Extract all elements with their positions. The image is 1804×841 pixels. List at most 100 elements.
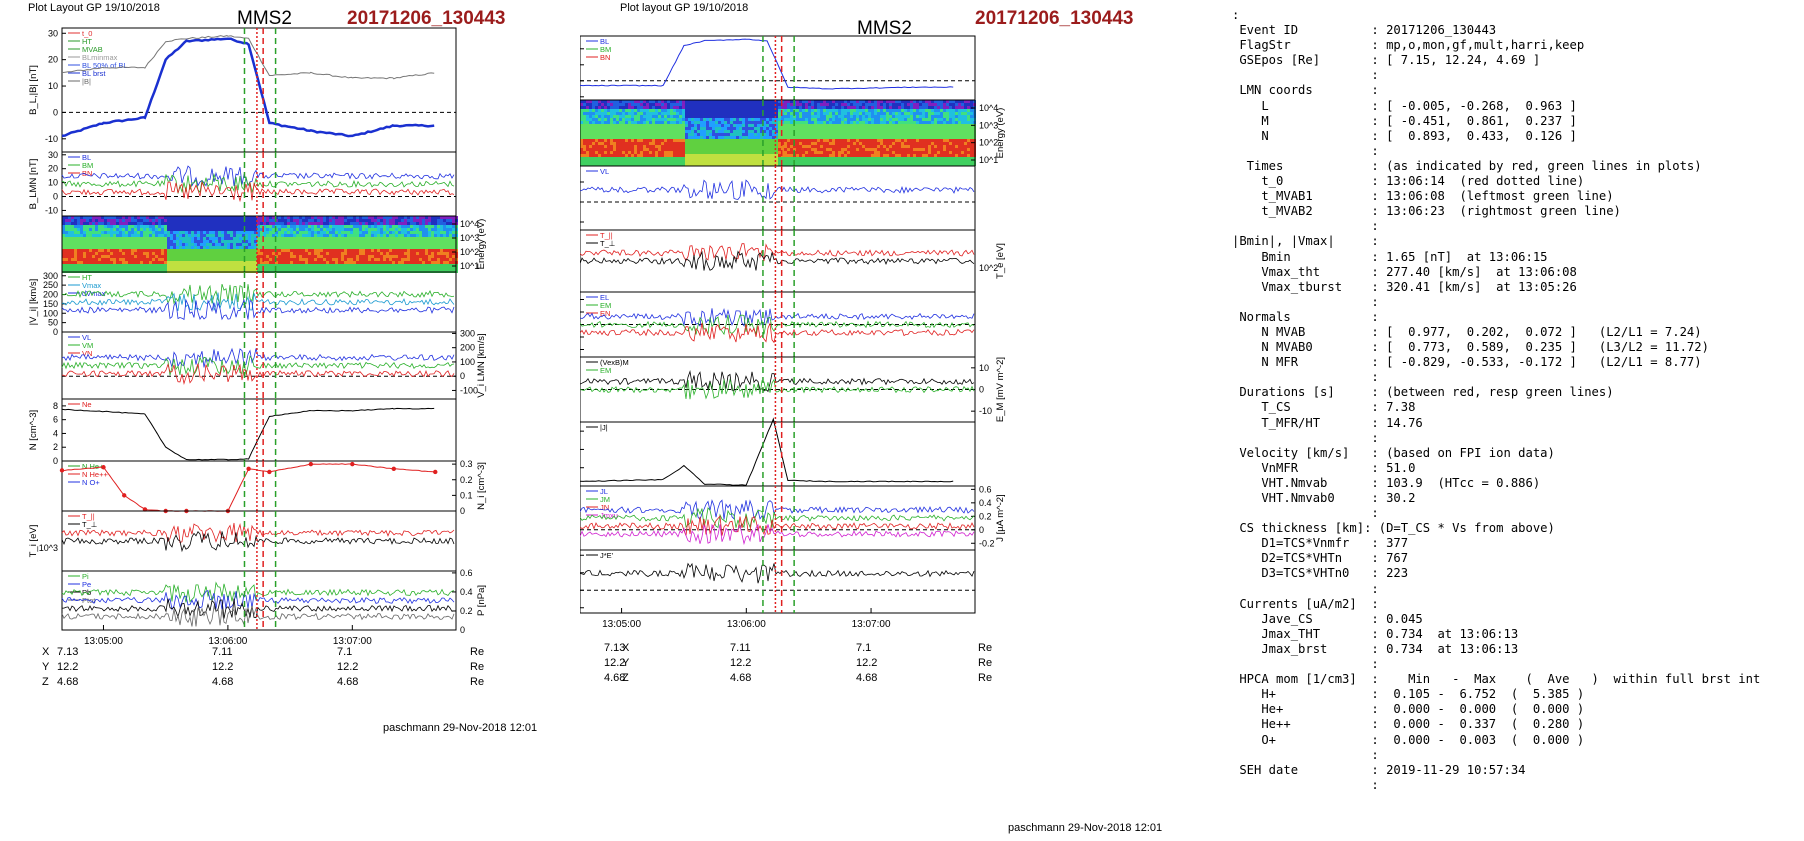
legend-entry: BM xyxy=(600,45,611,54)
series-BL-brst xyxy=(61,37,435,138)
legend-entry: EN xyxy=(600,309,610,318)
legend-entry: |J| xyxy=(600,423,608,432)
x-tick-label: 13:06:00 xyxy=(727,619,766,630)
series-trace xyxy=(61,181,455,203)
station-title-left: MMS2 xyxy=(237,8,292,29)
tick-label: 10 xyxy=(48,178,58,188)
position-value: 12.2 xyxy=(337,661,359,673)
position-label: X xyxy=(42,646,50,658)
position-label: Y xyxy=(622,657,630,669)
position-value: 7.11 xyxy=(730,642,751,654)
position-unit: Re xyxy=(978,672,993,684)
tick-label: -10 xyxy=(45,205,58,215)
tick-label: 30 xyxy=(48,150,58,160)
series-trace xyxy=(580,179,975,200)
axis-label: Energy (eV) xyxy=(476,219,487,270)
tick-label: 30 xyxy=(48,28,58,38)
legend-entry: BM xyxy=(82,161,93,170)
legend-entry: T_⊥ xyxy=(82,520,98,529)
tick-label: -10 xyxy=(979,406,992,416)
data-point xyxy=(267,469,272,475)
data-point xyxy=(101,465,106,470)
legend-entry: BL xyxy=(82,153,91,162)
position-unit: Re xyxy=(470,661,485,673)
legend-entry: BN xyxy=(82,169,92,178)
series-trace xyxy=(61,581,455,603)
position-value: 4.68 xyxy=(730,672,752,684)
position-value: 4.68 xyxy=(337,676,359,688)
tick-label: 10^1 xyxy=(460,261,479,271)
legend-entry: VL xyxy=(600,167,609,176)
legend-entry: T_⊥ xyxy=(600,239,616,248)
legend-entry: EL xyxy=(600,293,609,302)
tick-label: 0.2 xyxy=(460,475,473,485)
position-value: 12.2 xyxy=(57,661,79,673)
tick-label: 10^3 xyxy=(460,233,479,243)
series-trace xyxy=(580,515,975,536)
tick-label: 2 xyxy=(53,442,58,452)
footer-left: paschmann 29-Nov-2018 12:01 xyxy=(383,722,538,734)
axis-label: B_L,|B| [nT] xyxy=(28,65,39,115)
series-trace xyxy=(61,363,455,385)
axis-label: N_i [cm^-3] xyxy=(476,462,487,510)
axis-label: B_LMN [nT] xyxy=(28,159,39,210)
position-value: 4.68 xyxy=(856,672,878,684)
legend-entry: HT xyxy=(82,37,92,46)
tick-label: 0.6 xyxy=(460,568,473,578)
legend-entry: JN xyxy=(600,503,609,512)
tick-label: 8 xyxy=(53,401,58,411)
legend-entry: Vmax xyxy=(82,281,101,290)
tick-label: 200 xyxy=(43,290,58,300)
legend-entry: T_|| xyxy=(600,231,613,240)
tick-label: 0 xyxy=(53,456,58,466)
legend-entry: N O+ xyxy=(82,478,100,487)
legend-entry: (VexB)M xyxy=(600,358,629,367)
tick-label: 20 xyxy=(48,55,58,65)
footer-right: paschmann 29-Nov-2018 12:01 xyxy=(1008,822,1163,834)
tick-label: -100 xyxy=(460,385,478,395)
legend-entry: J*E' xyxy=(600,551,614,560)
position-value: 12.2 xyxy=(856,657,878,669)
position-unit: Re xyxy=(978,657,993,669)
series-trace xyxy=(61,298,455,321)
tick-label: 0 xyxy=(53,107,58,117)
legend-entry: JL xyxy=(600,487,608,496)
position-value: 12.2 xyxy=(730,657,752,669)
x-tick-label: 13:05:00 xyxy=(84,636,123,647)
tick-label: 10^1 xyxy=(979,155,998,165)
tick-label: 0 xyxy=(53,192,58,202)
axis-label: E_M [mV m^-2] xyxy=(995,357,1006,422)
axis-label: T_e [eV] xyxy=(995,243,1006,279)
tick-label: 6 xyxy=(53,415,58,425)
x-tick-label: 13:07:00 xyxy=(333,636,372,647)
series-trace xyxy=(61,522,455,544)
series-trace xyxy=(61,598,455,619)
legend-entry: Pe xyxy=(82,580,91,589)
position-label: X xyxy=(622,642,630,654)
data-point xyxy=(122,493,127,498)
axis-label: N [cm^-3] xyxy=(28,410,39,450)
series-trace xyxy=(61,530,455,553)
data-point xyxy=(308,461,314,467)
position-unit: Re xyxy=(470,676,485,688)
series-trace xyxy=(61,590,455,611)
tick-label: 50 xyxy=(48,318,58,328)
series-trace xyxy=(61,172,455,194)
tick-label: 10^4 xyxy=(460,219,479,229)
x-tick-label: 13:05:00 xyxy=(602,619,641,630)
panel-nions: 0.3 0.2 0.1 0 N_i [cm^-3] N He+N He++N O+ xyxy=(59,459,487,516)
tick-label: 0.2 xyxy=(979,511,992,521)
axis-label: |V_i| [km/s] xyxy=(28,279,39,326)
series-trace xyxy=(61,347,455,368)
position-label: Y xyxy=(42,661,50,673)
position-value: 7.13 xyxy=(57,646,79,658)
series-trace xyxy=(580,562,975,584)
